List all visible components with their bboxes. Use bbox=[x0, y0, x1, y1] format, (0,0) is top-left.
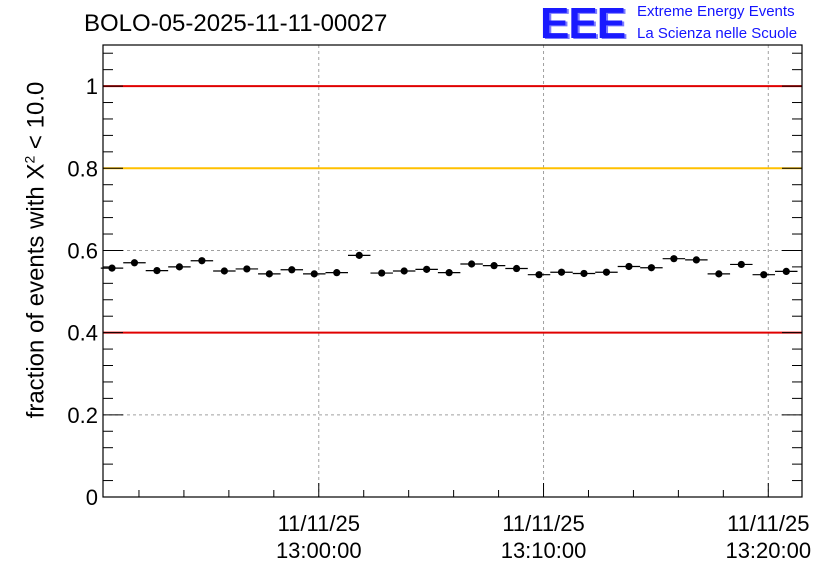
data-point bbox=[715, 270, 723, 278]
plot-frame bbox=[102, 44, 803, 498]
x-tick-label-time: 13:00:00 bbox=[276, 538, 362, 563]
x-tick-label-time: 13:20:00 bbox=[725, 538, 811, 563]
y-tick-label: 0.2 bbox=[67, 403, 98, 428]
data-point bbox=[602, 268, 611, 276]
logo-line-1: Extreme Energy Events bbox=[637, 3, 795, 20]
data-point bbox=[580, 269, 588, 278]
data-point bbox=[760, 271, 768, 279]
y-tick-label: 0 bbox=[86, 485, 98, 510]
data-point bbox=[310, 270, 318, 278]
data-point bbox=[378, 269, 386, 277]
data-point bbox=[647, 264, 656, 272]
chart-title: BOLO-05-2025-11-11-00027 bbox=[84, 10, 388, 37]
y-tick-label: 0.6 bbox=[67, 238, 98, 263]
y-tick-label: 1 bbox=[86, 74, 98, 99]
data-point bbox=[692, 256, 700, 264]
data-point bbox=[512, 264, 521, 273]
y-axis-title-superscript: 2 bbox=[21, 155, 38, 164]
data-point bbox=[220, 267, 228, 275]
logo-line-2: La Scienza nelle Scuole bbox=[637, 25, 798, 42]
x-tick-label-date: 11/11/25 bbox=[502, 511, 584, 536]
data-point bbox=[130, 259, 139, 267]
y-axis-title-suffix: < 10.0 bbox=[22, 81, 50, 156]
data-point bbox=[535, 271, 543, 279]
x-tick-label-date: 11/11/25 bbox=[727, 511, 809, 536]
data-point bbox=[288, 266, 296, 274]
y-axis-title: fraction of events with X2 < 10.0 bbox=[22, 82, 51, 419]
data-point bbox=[445, 269, 453, 277]
data-point bbox=[468, 260, 476, 268]
x-tick-label-time: 13:10:00 bbox=[501, 538, 587, 563]
data-point bbox=[423, 265, 431, 273]
data-point bbox=[355, 251, 363, 259]
data-point bbox=[333, 269, 341, 277]
data-point bbox=[737, 260, 745, 269]
data-point bbox=[243, 265, 251, 273]
data-point bbox=[175, 263, 184, 271]
data-point bbox=[153, 266, 161, 275]
y-tick-label: 0.4 bbox=[67, 321, 98, 346]
eee-logo: EEE bbox=[540, 0, 626, 48]
data-point bbox=[625, 262, 633, 271]
data-point bbox=[265, 270, 273, 278]
data-point bbox=[108, 264, 116, 272]
y-tick-label: 0.8 bbox=[67, 156, 98, 181]
data-point bbox=[670, 255, 678, 263]
data-point bbox=[400, 267, 408, 275]
data-point bbox=[782, 267, 790, 276]
data-point bbox=[198, 257, 206, 265]
x-tick-label-date: 11/11/25 bbox=[278, 511, 360, 536]
y-axis-title-prefix: fraction of events with X bbox=[22, 163, 50, 419]
data-point bbox=[490, 262, 498, 270]
data-point bbox=[557, 268, 566, 276]
